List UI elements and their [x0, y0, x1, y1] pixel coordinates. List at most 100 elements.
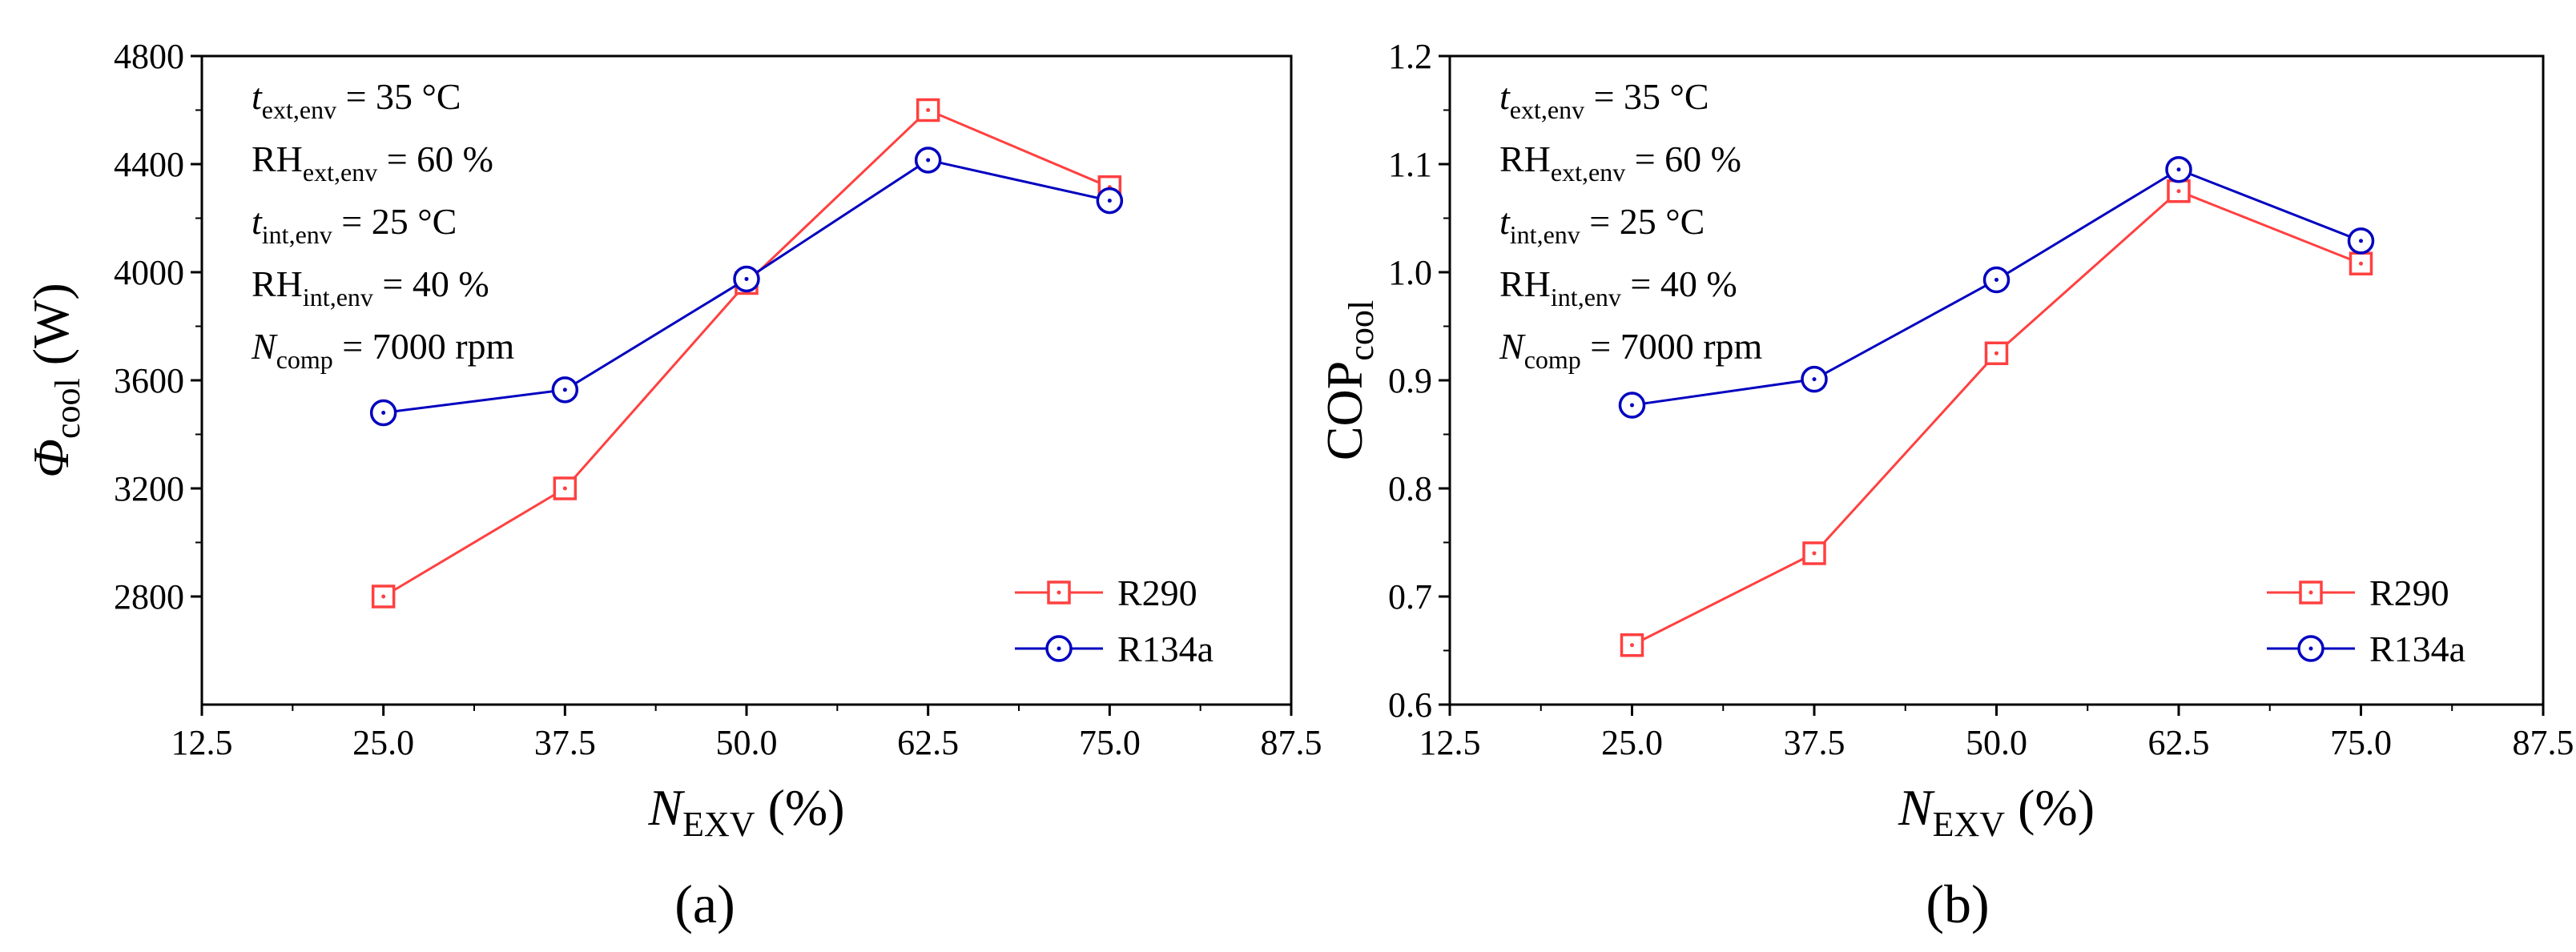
data-point-center-dot: [2359, 261, 2363, 266]
annotation-rest: = 60 %: [1625, 139, 1741, 179]
x-axis-label-sub: EXV: [682, 805, 755, 844]
data-point-r290: [1984, 341, 2009, 365]
data-point-center-dot: [562, 486, 567, 491]
legend-label-r290: R290: [1117, 572, 1197, 613]
annotation-main: RH: [252, 139, 303, 179]
annotation-rest: = 7000 rpm: [1581, 326, 1763, 367]
data-point-center-dot: [1630, 643, 1634, 648]
data-point-center-dot: [1994, 277, 1998, 282]
legend-marker-dot: [1057, 590, 1061, 595]
x-tick-label: 75.0: [1079, 723, 1141, 762]
annotation-main: RH: [1499, 263, 1551, 304]
annotation-rest: = 35 °C: [1584, 76, 1709, 117]
data-point-center-dot: [926, 158, 931, 163]
condition-annotation: RHint,env = 40 %: [1499, 263, 1737, 311]
legend-marker-dot: [2308, 590, 2313, 595]
condition-annotation: Ncomp = 7000 rpm: [251, 326, 515, 374]
annotation-main: N: [251, 326, 278, 367]
annotation-sub: int,env: [1551, 283, 1621, 311]
annotation-rest: = 60 %: [377, 139, 493, 179]
data-point-center-dot: [381, 594, 386, 599]
y-tick-label: 1.2: [1388, 37, 1432, 76]
x-axis-label-sub: EXV: [1933, 805, 2006, 844]
x-axis-label-main: N: [647, 779, 685, 836]
y-tick-label: 0.8: [1388, 469, 1432, 508]
y-axis-label: COPcool: [1316, 300, 1381, 460]
annotation-rest: = 25 °C: [1580, 201, 1705, 242]
x-tick-label: 25.0: [1601, 723, 1663, 762]
y-tick-label: 1.0: [1388, 253, 1432, 292]
condition-annotation: tint,env = 25 °C: [252, 201, 457, 249]
data-point-center-dot: [926, 108, 931, 112]
data-point-r290: [1802, 541, 1826, 565]
x-tick-label: 62.5: [897, 723, 959, 762]
x-tick-label: 50.0: [1966, 723, 2027, 762]
panel-label: (a): [674, 874, 735, 934]
condition-annotation: RHext,env = 60 %: [1499, 139, 1741, 187]
x-axis-label: NEXV (%): [647, 779, 844, 844]
condition-annotation: text,env = 35 °C: [1499, 76, 1709, 124]
y-axis-label-main: COP: [1316, 361, 1373, 461]
y-tick-label: 4800: [114, 37, 184, 76]
legend-marker-dot: [2308, 646, 2313, 651]
data-point-center-dot: [1812, 551, 1817, 556]
panel-label: (b): [1926, 874, 1989, 934]
data-point-center-dot: [744, 276, 749, 281]
data-point-center-dot: [2176, 167, 2181, 172]
x-tick-label: 12.5: [171, 723, 233, 762]
chart-panel-b: 12.5 25.0 37.5 50.0 62.5 75.0 87.5 0.6 0.7 0.8 0.9…: [1316, 37, 2574, 934]
condition-annotation: RHext,env = 60 %: [252, 139, 493, 187]
condition-annotation: RHint,env = 40 %: [252, 263, 489, 311]
annotation-sub: comp: [1524, 345, 1581, 374]
annotation-sub: comp: [276, 345, 333, 374]
y-tick-label: 0.7: [1388, 577, 1432, 617]
y-axis-label-main: Φ: [22, 439, 79, 478]
legend-marker-dot: [1057, 646, 1061, 651]
annotation-rest: = 35 °C: [336, 76, 461, 117]
x-tick-label: 62.5: [2148, 723, 2210, 762]
series-line-r290: [1631, 190, 2362, 647]
x-axis-label-main: N: [1898, 779, 1935, 836]
legend-label-r134a: R134a: [2369, 629, 2465, 669]
condition-annotation: tint,env = 25 °C: [1499, 201, 1705, 249]
annotation-main: t: [1499, 76, 1511, 117]
legend-label-r290: R290: [2369, 572, 2449, 613]
data-point-center-dot: [1630, 403, 1634, 408]
y-tick-label: 3600: [114, 361, 184, 400]
annotation-main: t: [252, 201, 263, 242]
x-tick-label: 25.0: [352, 723, 414, 762]
annotation-sub: ext,env: [1551, 158, 1625, 187]
x-tick-label: 87.5: [2513, 723, 2574, 762]
y-axis-label-sub: cool: [1342, 300, 1381, 361]
x-tick-label: 37.5: [1784, 723, 1845, 762]
x-axis-label-unit: (%): [2005, 779, 2095, 836]
y-axis-label: Φcool (W): [22, 283, 87, 478]
data-point-center-dot: [381, 411, 386, 415]
annotation-main: RH: [1499, 139, 1551, 179]
x-tick-label: 87.5: [1261, 723, 1322, 762]
y-axis-label-unit: (W): [22, 283, 79, 378]
legend-label-r134a: R134a: [1117, 629, 1214, 669]
chart-panel-a: 12.5 25.0 37.5 50.0 62.5 75.0 87.5 2800 3200 3600…: [22, 37, 1322, 934]
y-tick-label: 0.9: [1388, 361, 1432, 400]
annotation-sub: int,env: [1510, 220, 1580, 249]
condition-annotation: text,env = 35 °C: [252, 76, 461, 124]
annotation-main: t: [252, 76, 263, 117]
x-tick-label: 75.0: [2330, 723, 2392, 762]
y-tick-label: 4000: [114, 253, 184, 292]
annotation-rest: = 40 %: [373, 263, 489, 304]
annotation-rest: = 7000 rpm: [333, 326, 515, 367]
data-point-center-dot: [562, 388, 567, 392]
data-point-center-dot: [1994, 351, 1998, 355]
annotation-main: N: [1499, 326, 1526, 367]
data-point-center-dot: [2359, 239, 2363, 243]
y-tick-label: 4400: [114, 145, 184, 184]
x-tick-label: 12.5: [1419, 723, 1481, 762]
y-tick-label: 1.1: [1388, 145, 1432, 184]
annotation-sub: int,env: [262, 220, 332, 249]
y-tick-label: 0.6: [1388, 685, 1432, 725]
annotation-sub: ext,env: [303, 158, 377, 187]
data-point-center-dot: [1812, 377, 1817, 382]
y-tick-label: 2800: [114, 577, 184, 617]
annotation-rest: = 25 °C: [332, 201, 457, 242]
